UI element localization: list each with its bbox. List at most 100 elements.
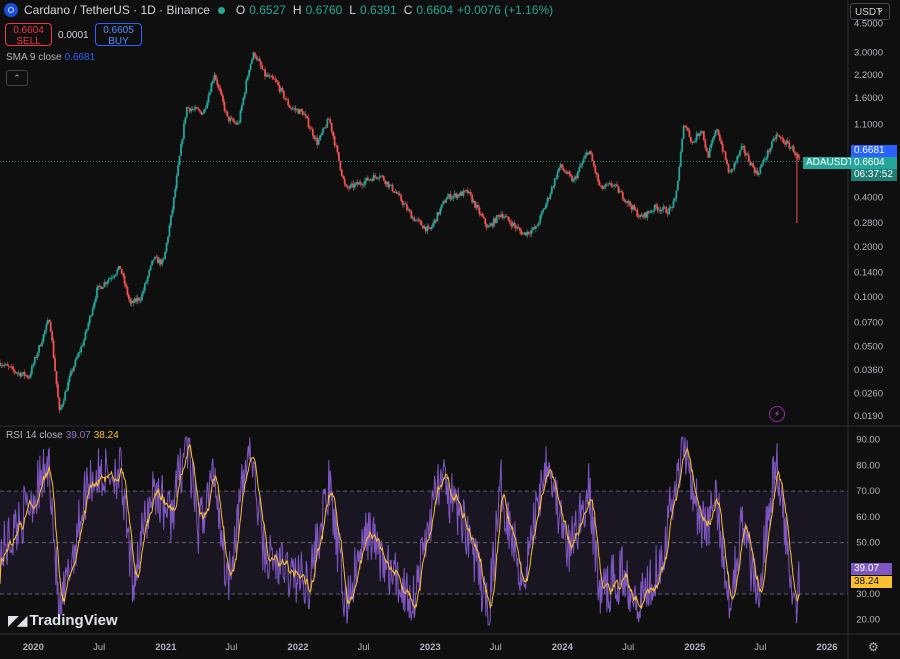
candle-body xyxy=(225,110,227,112)
candle-body xyxy=(378,176,381,179)
candle-body xyxy=(608,183,611,184)
candle-body xyxy=(727,164,730,173)
low-value: 0.6391 xyxy=(359,3,397,17)
candle-body xyxy=(788,142,791,149)
currency-select[interactable]: USDT xyxy=(850,1,890,20)
candle-body xyxy=(15,372,17,374)
candle-body xyxy=(258,58,261,62)
candle-body xyxy=(254,52,256,57)
candle-body xyxy=(488,225,491,227)
candle-body xyxy=(634,209,637,211)
candle-body xyxy=(204,108,207,110)
candle-body xyxy=(630,205,633,210)
candle-body xyxy=(459,191,462,196)
rsi-legend[interactable]: RSI 14 close 39.07 38.24 xyxy=(6,430,119,441)
candle-body xyxy=(271,75,274,79)
candle-body xyxy=(495,215,498,223)
sma-label: SMA 9 close xyxy=(6,52,62,63)
candle-body xyxy=(445,199,447,203)
close-label: C xyxy=(403,3,413,17)
candle-body xyxy=(372,175,375,181)
candle-body xyxy=(485,223,488,228)
candle-body xyxy=(86,329,88,332)
candle-body xyxy=(437,212,440,215)
candle-body xyxy=(543,208,546,210)
candle-body xyxy=(618,191,621,193)
candle-body xyxy=(339,160,342,170)
candle-body xyxy=(171,209,174,216)
candle-body xyxy=(539,215,542,223)
candle-body xyxy=(384,180,387,185)
candle-body xyxy=(533,227,536,229)
candle-body xyxy=(212,80,214,83)
candle-body xyxy=(91,308,94,316)
candle-body xyxy=(346,186,349,188)
candle-body xyxy=(136,297,139,302)
candle-body xyxy=(720,140,723,145)
candle-body xyxy=(162,259,165,260)
candle-body xyxy=(301,110,304,115)
candle-body xyxy=(355,182,358,184)
candle-body xyxy=(789,147,792,149)
candle-body xyxy=(579,165,582,168)
candle-body xyxy=(689,136,692,142)
price-tick-label: 0.2800 xyxy=(854,218,883,229)
candle-body xyxy=(324,127,327,129)
candle-body xyxy=(498,215,501,217)
candle-body xyxy=(284,98,287,100)
candle-body xyxy=(553,178,556,187)
candle-body xyxy=(361,184,363,186)
candle-body xyxy=(650,210,653,213)
candle-body xyxy=(746,154,749,156)
sell-price: 0.6604 xyxy=(13,25,44,36)
candle-body xyxy=(413,217,416,222)
price-tick-label: 0.0700 xyxy=(854,317,883,328)
candle-body xyxy=(201,113,204,115)
candle-body xyxy=(49,321,52,332)
candle-body xyxy=(391,184,394,192)
symbol-title[interactable]: Cardano / TetherUS · 1D · Binance xyxy=(24,3,210,17)
candle-body xyxy=(461,191,463,196)
candle-body xyxy=(78,352,81,354)
sma-value: 0.6681 xyxy=(64,52,96,63)
candle-body xyxy=(636,209,639,217)
candle-body xyxy=(477,204,479,208)
candle-body xyxy=(236,122,239,125)
candle-body xyxy=(319,135,321,141)
candle-body xyxy=(479,213,482,215)
candle-body xyxy=(730,168,733,172)
candle-body xyxy=(676,180,679,191)
candle-body xyxy=(345,184,348,187)
candle-body xyxy=(248,69,251,77)
candle-body xyxy=(494,218,497,223)
candle-body xyxy=(600,185,602,187)
collapse-indicators-button[interactable]: ⌃ xyxy=(6,70,28,86)
gear-icon[interactable]: ⚙ xyxy=(868,640,879,654)
close-value: 0.6604 xyxy=(416,3,454,17)
sma-legend[interactable]: SMA 9 close 0.6681 xyxy=(6,52,95,63)
candle-body xyxy=(758,173,760,175)
candle-body xyxy=(443,201,446,203)
candle-body xyxy=(481,213,484,217)
buy-button[interactable]: 0.6605 BUY xyxy=(95,23,142,47)
candle-body xyxy=(710,143,713,148)
candle-body xyxy=(536,225,539,227)
candle-body xyxy=(521,233,524,235)
candle-body xyxy=(466,190,469,194)
candle-body xyxy=(694,140,697,142)
candle-body xyxy=(697,133,699,137)
lightning-icon[interactable]: ⚡ xyxy=(769,406,785,422)
candle-body xyxy=(120,268,123,274)
candle-body xyxy=(565,172,568,174)
candle-body xyxy=(119,266,122,269)
candle-body xyxy=(563,170,566,173)
candle-body xyxy=(705,148,708,152)
price-tick-label: 0.0190 xyxy=(854,411,883,422)
candle-body xyxy=(559,164,562,168)
candle-body xyxy=(294,108,297,110)
sell-button[interactable]: 0.6604 SELL xyxy=(5,23,52,47)
candle-body xyxy=(214,74,217,80)
candle-body xyxy=(99,285,101,287)
candle-body xyxy=(429,227,432,229)
